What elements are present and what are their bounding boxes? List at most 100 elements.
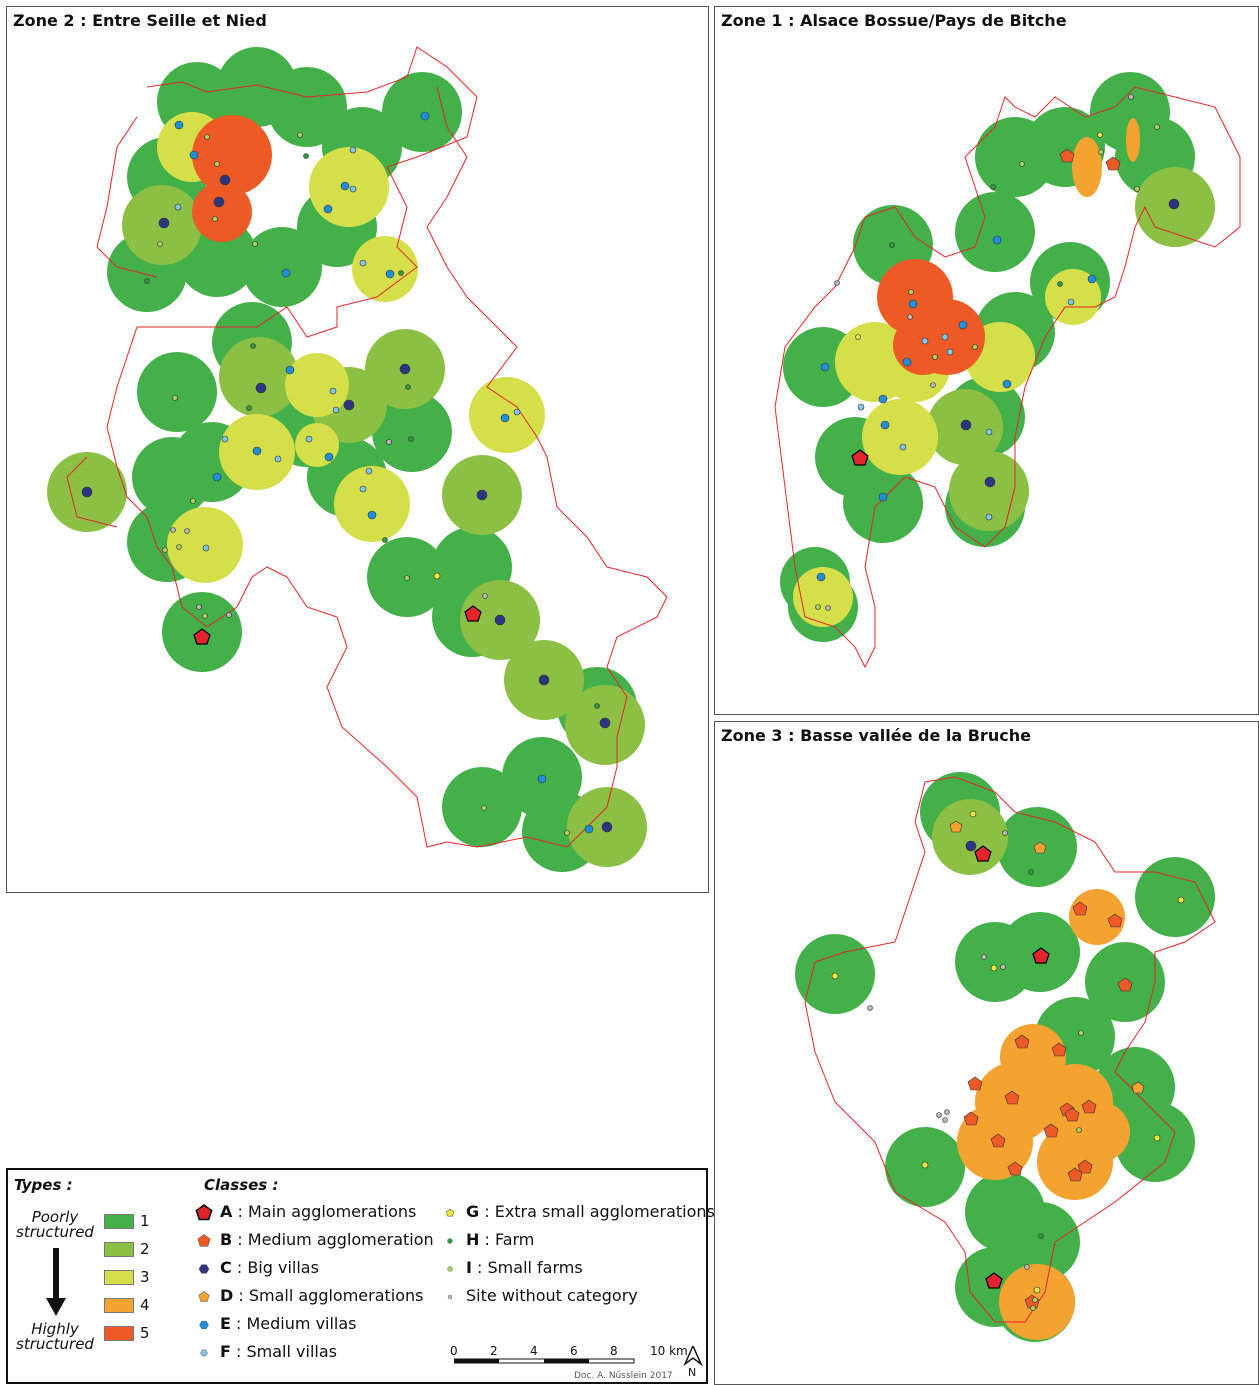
class-description: : Big villas bbox=[231, 1258, 319, 1277]
extra-small-agglomeration-marker bbox=[969, 810, 977, 818]
big-villa-marker bbox=[601, 821, 613, 833]
farm-marker bbox=[1028, 869, 1034, 875]
class-description: : Small farms bbox=[471, 1258, 583, 1277]
small-farm-marker bbox=[564, 830, 570, 836]
medium-villa-marker bbox=[340, 181, 350, 191]
small-farm-marker bbox=[1098, 149, 1104, 155]
small-farm-marker bbox=[1154, 124, 1160, 130]
zone1-map bbox=[774, 72, 1241, 669]
uncategorized-site-marker bbox=[1128, 94, 1134, 100]
highly-structured-label: Highly structured bbox=[12, 1322, 98, 1352]
class-symbol-icon bbox=[447, 1238, 453, 1244]
type-number: 1 bbox=[140, 1212, 150, 1230]
big-villa-marker bbox=[158, 217, 170, 229]
uncategorized-site-marker bbox=[482, 593, 488, 599]
big-villa-marker bbox=[538, 674, 550, 686]
small-agglomeration-marker bbox=[1033, 841, 1047, 854]
class-letter: D bbox=[220, 1286, 234, 1305]
farm-marker bbox=[405, 384, 411, 390]
zone3-sites bbox=[831, 810, 1185, 1311]
scale-tick-label: 4 bbox=[530, 1344, 538, 1358]
uncategorized-site-marker bbox=[170, 527, 176, 533]
highly-line-1: Highly bbox=[31, 1320, 79, 1338]
farm-marker bbox=[250, 343, 256, 349]
small-villa-marker bbox=[921, 337, 929, 345]
small-agglomeration-marker bbox=[949, 820, 963, 833]
medium-agglomeration-marker bbox=[1117, 977, 1133, 992]
uncategorized-site-marker bbox=[936, 1112, 942, 1118]
small-farm-marker bbox=[212, 216, 218, 222]
class-letter: A bbox=[220, 1202, 233, 1221]
extra-small-agglomeration-marker bbox=[1097, 132, 1103, 138]
medium-agglomeration-marker bbox=[1107, 913, 1123, 928]
class-label: A : Main agglomerations bbox=[220, 1202, 416, 1221]
small-farm-marker bbox=[157, 241, 163, 247]
scale-tick-label: 8 bbox=[610, 1344, 618, 1358]
small-villa-marker bbox=[985, 513, 993, 521]
big-villa-marker bbox=[965, 840, 977, 852]
farm-marker bbox=[1057, 281, 1063, 287]
small-farm-marker bbox=[1134, 186, 1140, 192]
class-label: B : Medium agglomeration bbox=[220, 1230, 434, 1249]
medium-villa-marker bbox=[878, 394, 888, 404]
small-villa-marker bbox=[329, 387, 337, 395]
class-symbol-icon bbox=[198, 1291, 210, 1302]
medium-villa-marker bbox=[816, 572, 826, 582]
small-villa-marker bbox=[202, 544, 210, 552]
zone2-boundary bbox=[66, 46, 668, 848]
medium-villa-marker bbox=[584, 824, 594, 834]
medium-villa-marker bbox=[878, 492, 888, 502]
catchment-area bbox=[137, 352, 217, 432]
zone1-sites bbox=[815, 94, 1180, 611]
small-villa-marker bbox=[985, 428, 993, 436]
small-villa-marker bbox=[174, 203, 182, 211]
catchment-area bbox=[267, 67, 347, 147]
medium-villa-marker bbox=[323, 204, 333, 214]
farm-marker bbox=[408, 436, 414, 442]
class-symbol-icon bbox=[200, 1349, 208, 1357]
zone1-catchments bbox=[780, 72, 1215, 642]
small-villa-marker bbox=[941, 333, 949, 341]
small-farm-marker bbox=[252, 241, 258, 247]
class-label: I : Small farms bbox=[466, 1258, 583, 1277]
farm-marker bbox=[382, 537, 388, 543]
zone3-boundary bbox=[804, 776, 1216, 1323]
extra-small-agglomeration-marker bbox=[433, 572, 441, 580]
medium-villa-marker bbox=[820, 362, 830, 372]
big-villa-marker bbox=[81, 486, 93, 498]
highly-line-2: structured bbox=[16, 1335, 94, 1353]
catchment-area bbox=[843, 463, 923, 543]
type-swatch bbox=[104, 1270, 134, 1285]
catchment-area bbox=[285, 353, 349, 417]
zone1-title: Zone 1 : Alsace Bossue/Pays de Bitche bbox=[721, 11, 1067, 30]
uncategorized-site-marker bbox=[184, 528, 190, 534]
extra-small-agglomeration-marker bbox=[1153, 1134, 1161, 1142]
type-number: 4 bbox=[140, 1296, 150, 1314]
big-villa-marker bbox=[960, 419, 972, 431]
catchment-area bbox=[295, 423, 339, 467]
small-villa-marker bbox=[359, 259, 367, 267]
catchment-area bbox=[862, 399, 938, 475]
class-symbol-icon bbox=[447, 1294, 453, 1300]
catchment-area bbox=[219, 337, 299, 417]
medium-agglomeration-marker bbox=[1105, 156, 1121, 171]
zone3-map bbox=[795, 772, 1216, 1342]
medium-villa-marker bbox=[252, 446, 262, 456]
extra-small-agglomeration-marker bbox=[990, 964, 998, 972]
small-villa-marker bbox=[899, 443, 907, 451]
extra-small-agglomeration-marker bbox=[831, 972, 839, 980]
farm-marker bbox=[144, 278, 150, 284]
zone2-catchments bbox=[47, 47, 647, 872]
zone3-map-panel: Zone 3 : Basse vallée de la Bruche bbox=[714, 721, 1259, 1385]
class-symbol-icon bbox=[445, 1208, 455, 1217]
class-description: : Extra small agglomerations bbox=[479, 1202, 715, 1221]
main-agglomeration-marker bbox=[193, 628, 211, 645]
poorly-line-1: Poorly bbox=[31, 1208, 79, 1226]
extra-small-agglomeration-marker bbox=[855, 334, 861, 340]
medium-villa-marker bbox=[189, 150, 199, 160]
small-villa-marker bbox=[274, 455, 282, 463]
small-farm-marker bbox=[404, 575, 410, 581]
big-villa-marker bbox=[219, 174, 231, 186]
uncategorized-site-marker bbox=[930, 382, 936, 388]
classes-heading: Classes : bbox=[204, 1176, 279, 1194]
